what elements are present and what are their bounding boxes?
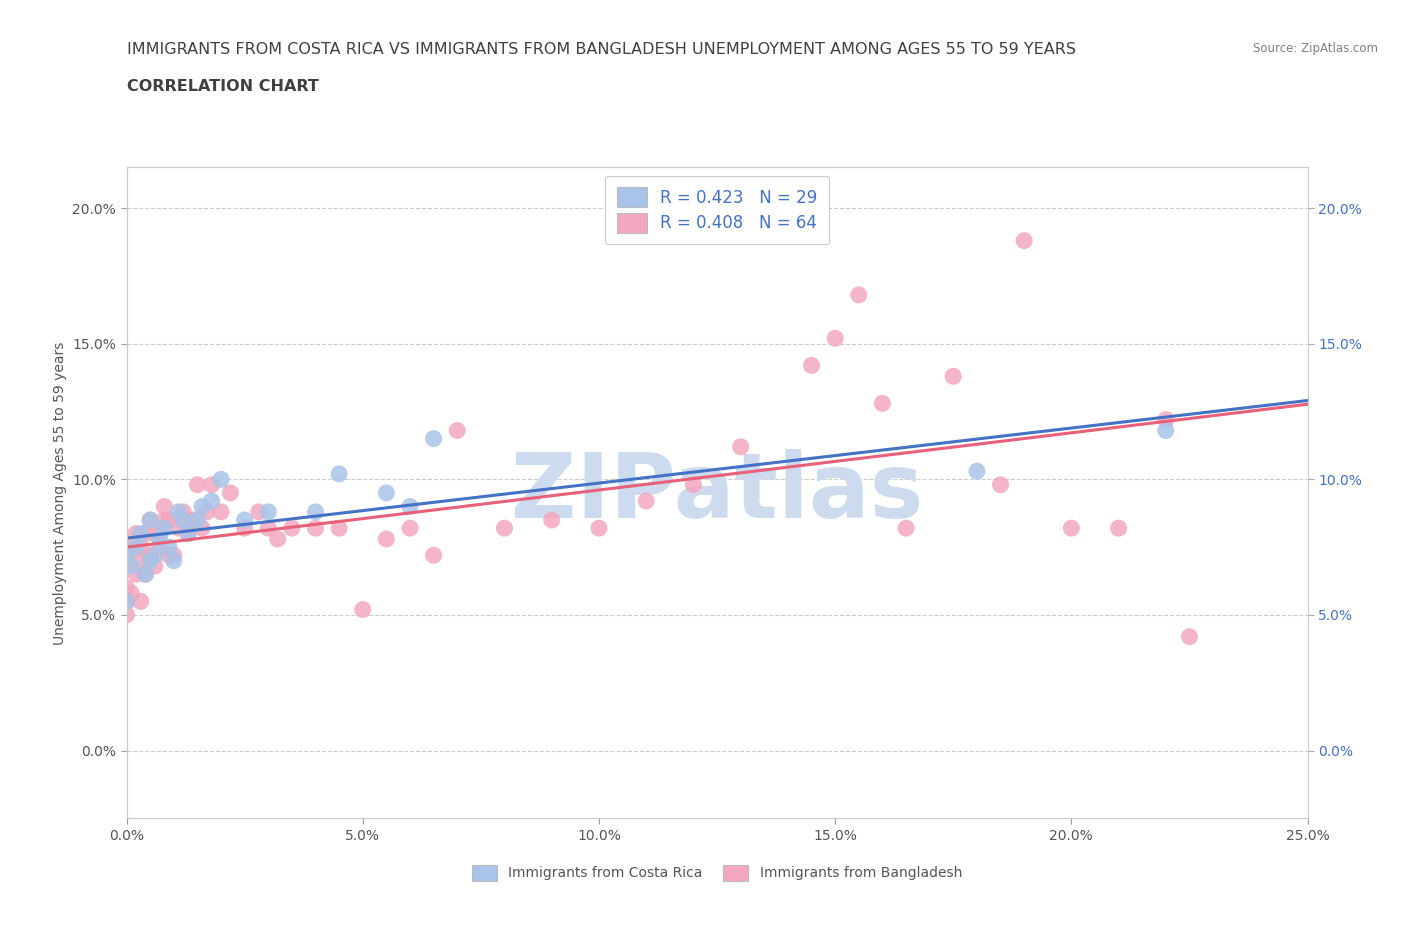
Point: [139, 512, 162, 527]
Point: [177, 526, 200, 541]
Point: [682, 477, 704, 492]
Point: [1012, 233, 1035, 248]
Point: [375, 485, 398, 500]
Point: [143, 548, 166, 563]
Point: [375, 532, 398, 547]
Point: [120, 559, 142, 574]
Point: [115, 553, 138, 568]
Point: [129, 553, 152, 568]
Point: [129, 526, 152, 541]
Point: [115, 594, 138, 609]
Point: [125, 539, 148, 554]
Point: [281, 521, 304, 536]
Point: [134, 567, 156, 582]
Y-axis label: Unemployment Among Ages 55 to 59 years: Unemployment Among Ages 55 to 59 years: [52, 341, 66, 644]
Point: [143, 526, 166, 541]
Point: [157, 539, 180, 554]
Legend: Immigrants from Costa Rica, Immigrants from Bangladesh: Immigrants from Costa Rica, Immigrants f…: [467, 859, 967, 886]
Point: [167, 504, 190, 519]
Point: [966, 464, 988, 479]
Point: [267, 532, 290, 547]
Point: [1154, 423, 1177, 438]
Point: [163, 553, 186, 568]
Point: [153, 512, 176, 527]
Point: [149, 532, 172, 547]
Point: [257, 504, 280, 519]
Point: [149, 539, 172, 554]
Point: [399, 521, 422, 536]
Point: [157, 548, 180, 563]
Point: [139, 553, 162, 568]
Point: [209, 504, 232, 519]
Point: [942, 369, 965, 384]
Point: [134, 567, 156, 582]
Point: [143, 559, 166, 574]
Point: [125, 526, 148, 541]
Point: [399, 499, 422, 514]
Point: [446, 423, 468, 438]
Point: [1060, 521, 1083, 536]
Text: CORRELATION CHART: CORRELATION CHART: [127, 79, 318, 94]
Point: [125, 567, 148, 582]
Point: [115, 580, 138, 595]
Point: [636, 494, 658, 509]
Point: [990, 477, 1012, 492]
Point: [191, 521, 214, 536]
Point: [177, 526, 200, 541]
Point: [588, 521, 610, 536]
Point: [233, 512, 256, 527]
Point: [422, 548, 444, 563]
Point: [134, 526, 156, 541]
Point: [181, 512, 204, 527]
Point: [153, 521, 176, 536]
Point: [824, 331, 846, 346]
Point: [172, 504, 194, 519]
Point: [1154, 412, 1177, 427]
Point: [200, 494, 222, 509]
Point: [167, 521, 190, 536]
Point: [115, 607, 138, 622]
Point: [153, 499, 176, 514]
Point: [172, 512, 194, 527]
Point: [139, 512, 162, 527]
Point: [800, 358, 823, 373]
Point: [195, 504, 218, 519]
Point: [219, 485, 242, 500]
Point: [328, 467, 350, 482]
Point: [494, 521, 516, 536]
Text: ZIPatlas: ZIPatlas: [510, 449, 924, 537]
Point: [233, 521, 256, 536]
Point: [129, 594, 152, 609]
Point: [191, 499, 214, 514]
Point: [257, 521, 280, 536]
Point: [115, 548, 138, 563]
Point: [115, 594, 138, 609]
Point: [163, 548, 186, 563]
Point: [186, 512, 208, 527]
Point: [247, 504, 270, 519]
Point: [186, 477, 208, 492]
Point: [120, 539, 142, 554]
Point: [540, 512, 562, 527]
Point: [422, 432, 444, 446]
Point: [157, 512, 180, 527]
Point: [200, 477, 222, 492]
Point: [730, 439, 752, 454]
Point: [894, 521, 917, 536]
Point: [352, 602, 374, 617]
Point: [872, 396, 894, 411]
Point: [1108, 521, 1130, 536]
Point: [304, 521, 326, 536]
Point: [129, 539, 152, 554]
Point: [304, 504, 326, 519]
Point: [209, 472, 232, 486]
Point: [1178, 630, 1201, 644]
Point: [120, 586, 142, 601]
Point: [139, 548, 162, 563]
Point: [848, 287, 870, 302]
Point: [328, 521, 350, 536]
Point: [149, 526, 172, 541]
Text: IMMIGRANTS FROM COSTA RICA VS IMMIGRANTS FROM BANGLADESH UNEMPLOYMENT AMONG AGES: IMMIGRANTS FROM COSTA RICA VS IMMIGRANTS…: [127, 42, 1076, 57]
Text: Source: ZipAtlas.com: Source: ZipAtlas.com: [1253, 42, 1378, 55]
